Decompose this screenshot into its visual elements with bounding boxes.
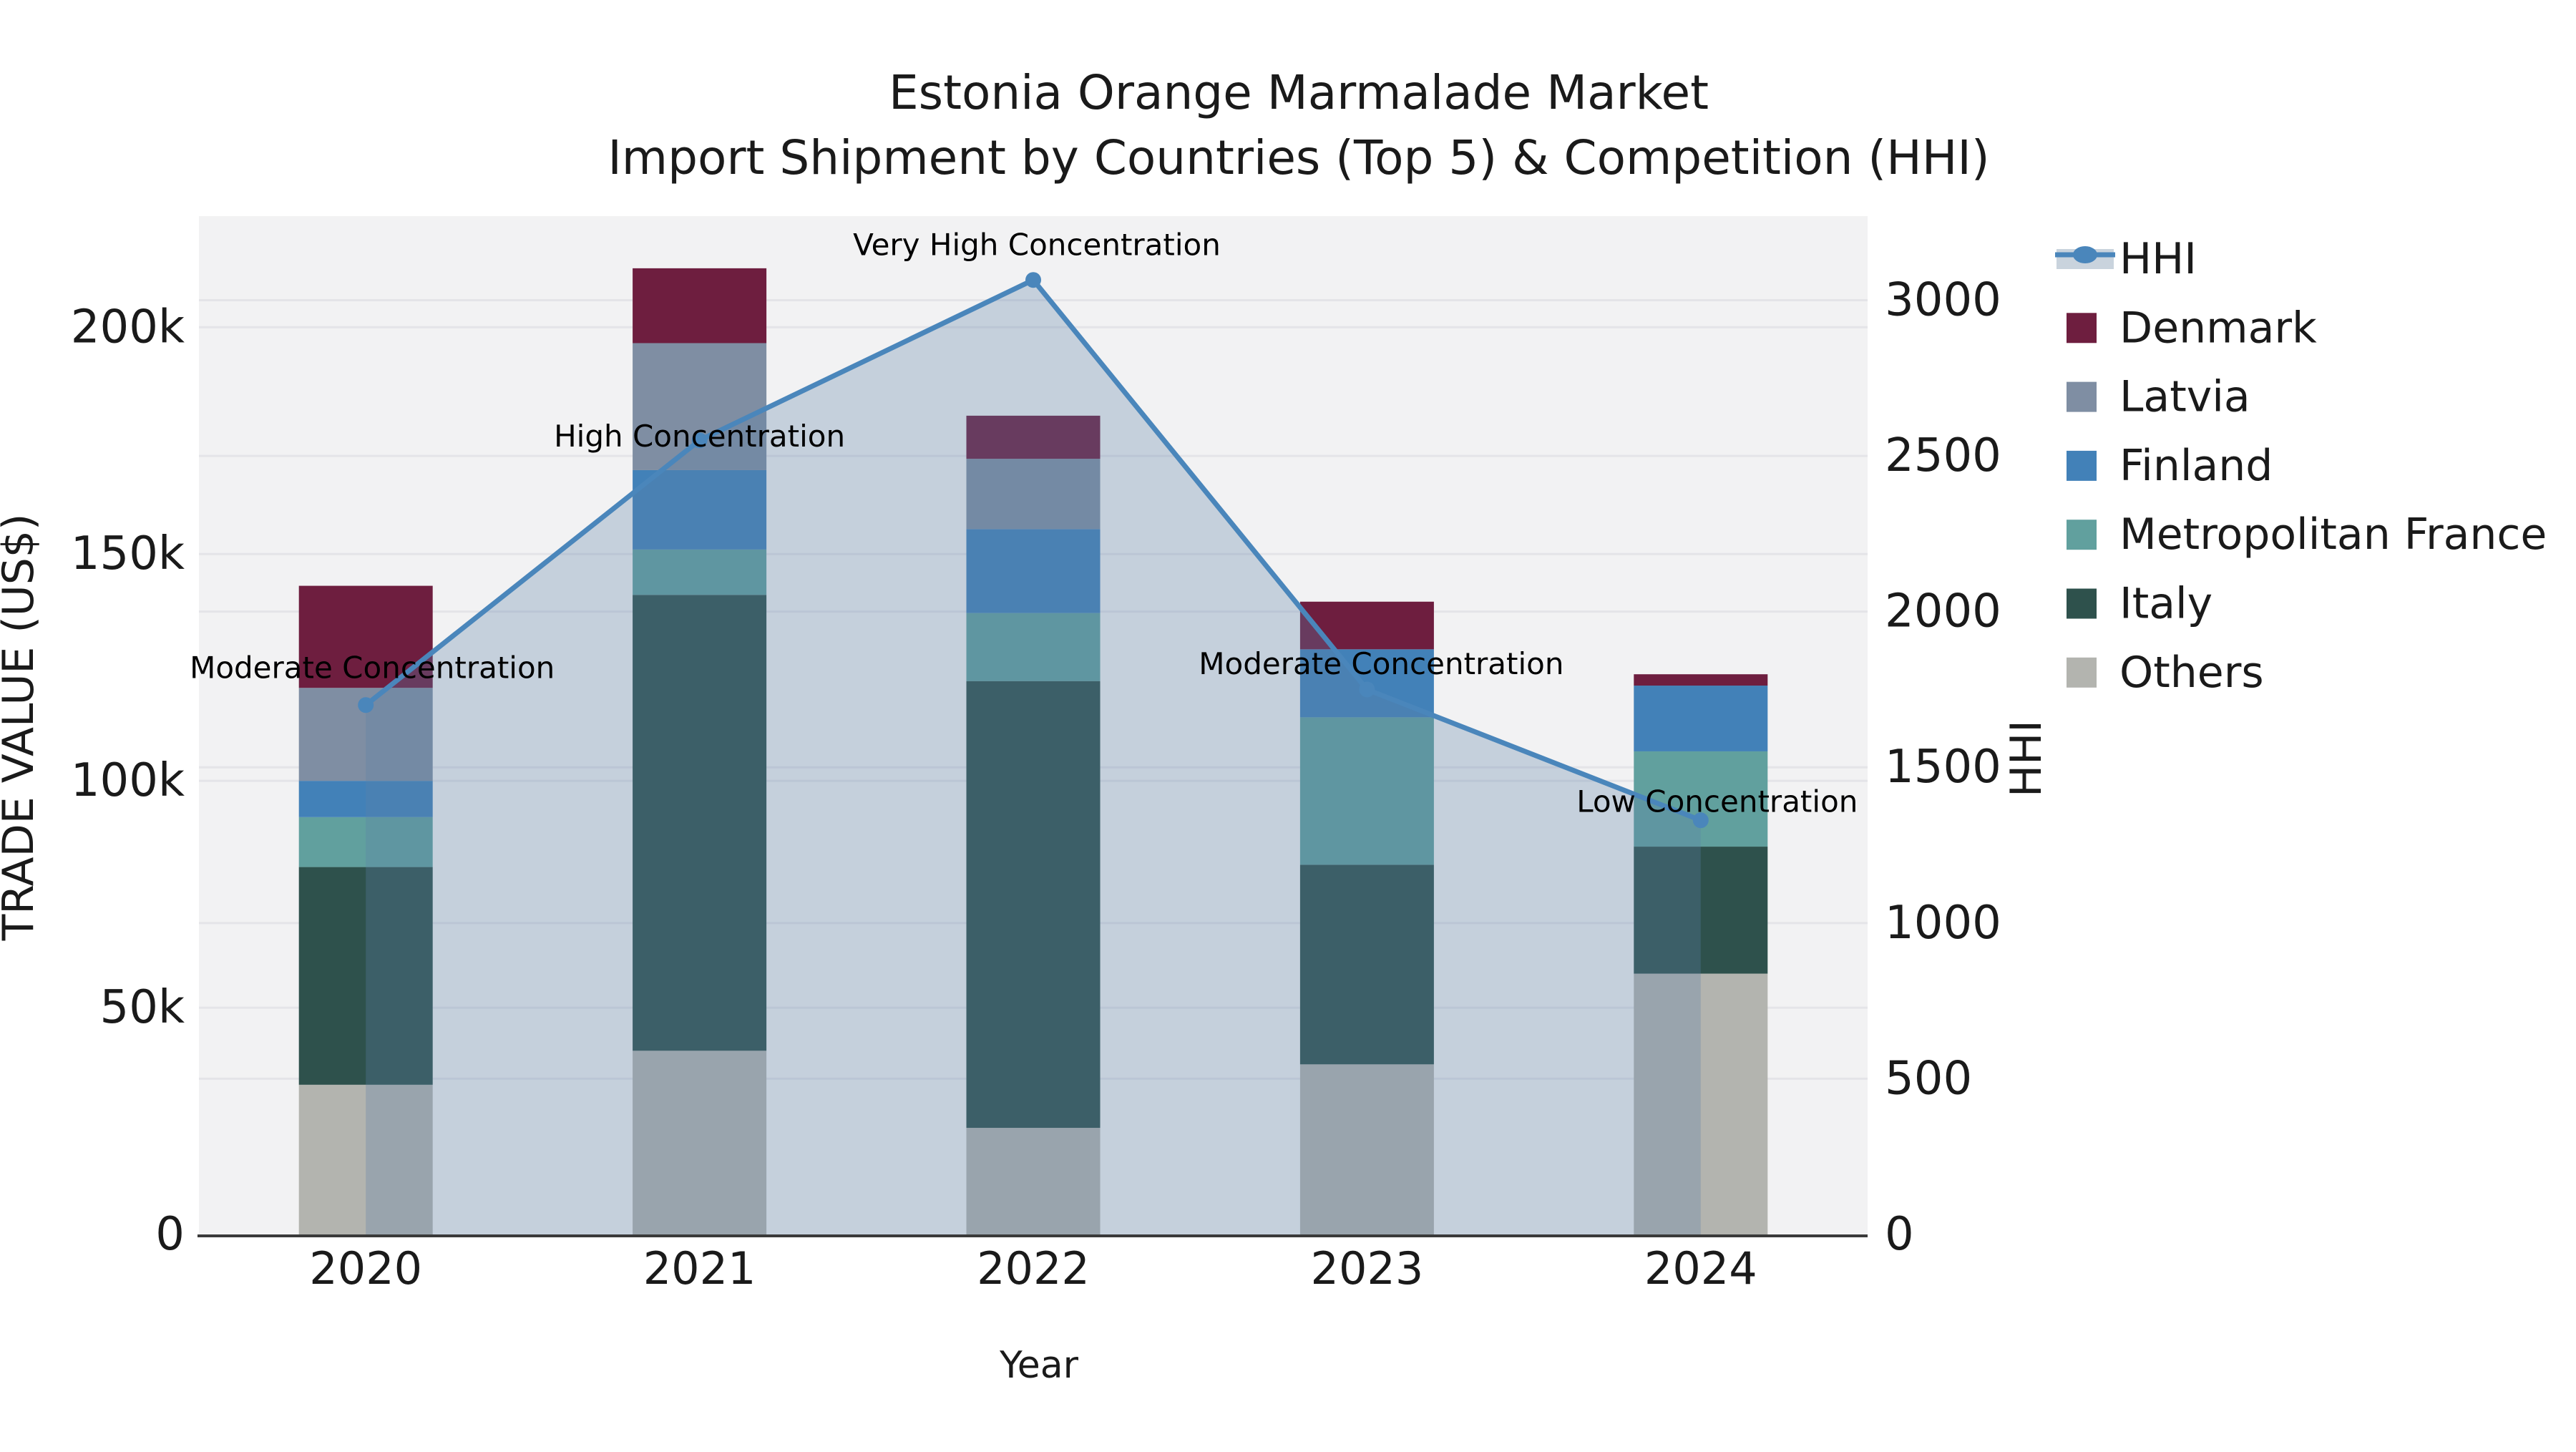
right-tick-3000: 3000 bbox=[1885, 273, 2001, 326]
hhi-line-group bbox=[358, 272, 1709, 829]
legend-swatch-finland bbox=[2067, 450, 2097, 481]
x-tick-2021: 2021 bbox=[643, 1242, 756, 1295]
bar-segment-italy-2024 bbox=[1634, 847, 1768, 974]
bar-segment-latvia-2021 bbox=[633, 343, 767, 470]
legend-item-others: Others bbox=[2067, 648, 2264, 698]
left-axis-title: TRADE VALUE (US$) bbox=[0, 514, 44, 942]
axes: 0 50k 100k 150k 200k 0 500 1000 1500 2000 2500 3000… bbox=[71, 273, 2001, 1295]
hhi-point-2024 bbox=[1692, 812, 1709, 829]
legend: HHI Denmark Latvia Finland Metropolitan Fran… bbox=[2055, 234, 2547, 698]
right-tick-0: 0 bbox=[1885, 1208, 1914, 1261]
bar-segment-italy-2022 bbox=[966, 681, 1101, 1129]
hhi-area bbox=[366, 280, 1701, 1234]
legend-item-metropolitan-france: Metropolitan France bbox=[2067, 510, 2547, 560]
legend-item-hhi: HHI bbox=[2055, 234, 2197, 284]
legend-label-others: Others bbox=[2119, 648, 2264, 698]
x-tick-2024: 2024 bbox=[1644, 1242, 1757, 1295]
right-tick-2000: 2000 bbox=[1885, 585, 2001, 638]
legend-item-finland: Finland bbox=[2067, 441, 2273, 491]
legend-item-italy: Italy bbox=[2067, 579, 2212, 629]
bar-segment-italy-2023 bbox=[1299, 864, 1434, 1065]
legend-swatch-others bbox=[2067, 657, 2097, 688]
bar-segment-others-2024 bbox=[1634, 973, 1768, 1234]
left-tick-50k: 50k bbox=[100, 981, 185, 1034]
legend-label-metropolitan-france: Metropolitan France bbox=[2119, 510, 2547, 560]
legend-label-hhi: HHI bbox=[2119, 234, 2197, 284]
bar-segment-others-2021 bbox=[633, 1051, 767, 1234]
right-axis-title: HHI bbox=[2001, 720, 2051, 797]
hhi-point-2020 bbox=[358, 697, 374, 713]
annotation-2022: Very High Concentration bbox=[853, 228, 1221, 263]
legend-swatch-italy bbox=[2067, 588, 2097, 619]
bar-segment-metropolitan-france-2020 bbox=[298, 817, 433, 867]
bar-segment-denmark-2021 bbox=[633, 268, 767, 343]
bar-segment-denmark-2024 bbox=[1634, 674, 1768, 686]
right-tick-500: 500 bbox=[1885, 1052, 1972, 1105]
x-tick-2022: 2022 bbox=[977, 1242, 1090, 1295]
legend-label-finland: Finland bbox=[2119, 441, 2273, 491]
left-tick-150k: 150k bbox=[71, 527, 185, 580]
chart-title-line1: Estonia Orange Marmalade Market bbox=[889, 65, 1709, 120]
bar-segment-finland-2021 bbox=[633, 469, 767, 550]
x-axis-title: Year bbox=[999, 1344, 1079, 1387]
hhi-point-2021 bbox=[691, 432, 708, 449]
bar-segment-metropolitan-france-2021 bbox=[633, 549, 767, 595]
legend-label-italy: Italy bbox=[2119, 579, 2212, 629]
annotation-2021: High Concentration bbox=[554, 419, 845, 454]
bar-segment-metropolitan-france-2022 bbox=[966, 613, 1101, 681]
legend-label-latvia: Latvia bbox=[2119, 372, 2250, 422]
bar-segment-italy-2021 bbox=[633, 595, 767, 1051]
bar-segment-metropolitan-france-2024 bbox=[1634, 751, 1768, 847]
bar-segment-latvia-2022 bbox=[966, 459, 1101, 530]
bar-segment-others-2023 bbox=[1299, 1064, 1434, 1234]
bar-segment-finland-2020 bbox=[298, 781, 433, 817]
legend-item-denmark: Denmark bbox=[2067, 303, 2317, 353]
x-tick-2023: 2023 bbox=[1311, 1242, 1424, 1295]
bar-segment-denmark-2023 bbox=[1299, 601, 1434, 650]
annotation-2024: Low Concentration bbox=[1576, 784, 1858, 819]
left-tick-200k: 200k bbox=[71, 301, 185, 354]
left-tick-100k: 100k bbox=[71, 754, 185, 807]
bar-segment-others-2020 bbox=[298, 1084, 433, 1234]
stacked-bars bbox=[298, 268, 1768, 1234]
annotations: Moderate Concentration High Concentration… bbox=[190, 228, 1858, 819]
legend-item-latvia: Latvia bbox=[2067, 372, 2250, 422]
annotation-2023: Moderate Concentration bbox=[1199, 646, 1563, 681]
legend-swatch-denmark bbox=[2067, 313, 2097, 343]
hhi-marker-swatch bbox=[2073, 246, 2097, 263]
right-tick-1500: 1500 bbox=[1885, 741, 2001, 794]
bar-segment-italy-2020 bbox=[298, 867, 433, 1085]
right-tick-1000: 1000 bbox=[1885, 897, 2001, 950]
chart-title-line2: Import Shipment by Countries (Top 5) & C… bbox=[608, 130, 1989, 185]
legend-label-denmark: Denmark bbox=[2119, 303, 2317, 353]
left-tick-0: 0 bbox=[155, 1208, 185, 1261]
right-tick-2500: 2500 bbox=[1885, 429, 2001, 482]
x-tick-2020: 2020 bbox=[309, 1242, 422, 1295]
legend-swatch-latvia bbox=[2067, 381, 2097, 412]
annotation-2020: Moderate Concentration bbox=[190, 651, 555, 686]
hhi-point-2023 bbox=[1359, 681, 1375, 698]
legend-swatch-metropolitan-france bbox=[2067, 520, 2097, 550]
hhi-point-2022 bbox=[1025, 272, 1041, 288]
bar-segment-finland-2024 bbox=[1634, 686, 1768, 751]
hhi-area-fill bbox=[366, 280, 1701, 1234]
bar-segment-metropolitan-france-2023 bbox=[1299, 717, 1434, 865]
bar-segment-finland-2022 bbox=[966, 529, 1101, 613]
bar-segment-denmark-2022 bbox=[966, 415, 1101, 459]
bar-segment-others-2022 bbox=[966, 1128, 1101, 1234]
